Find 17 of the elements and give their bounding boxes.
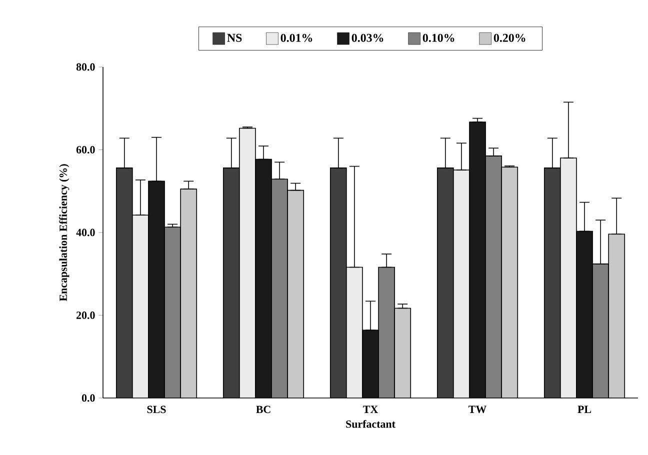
y-axis-title: Encapsulation Efficiency (%) <box>59 164 70 302</box>
y-tick-label: 20.0 <box>76 312 95 319</box>
x-tick-label: TW <box>468 406 486 414</box>
legend-label: 0.03% <box>352 34 384 42</box>
y-tick-label: 80.0 <box>76 63 95 71</box>
x-tick-label: TX <box>363 406 378 413</box>
y-tick-label: 40.0 <box>76 228 95 236</box>
legend-label: 0.20% <box>494 34 526 42</box>
y-tick-label: 0.0 <box>82 394 95 402</box>
legend-label: NS <box>227 34 242 42</box>
x-axis-title: Surfactant <box>346 420 396 428</box>
y-tick-label: 60.0 <box>76 146 95 154</box>
legend-label: 0.10% <box>422 34 454 42</box>
legend-label: 0.01% <box>280 34 312 42</box>
x-tick-label: SLS <box>147 406 166 414</box>
x-tick-label: PL <box>578 406 592 413</box>
x-tick-label: BC <box>256 406 270 414</box>
